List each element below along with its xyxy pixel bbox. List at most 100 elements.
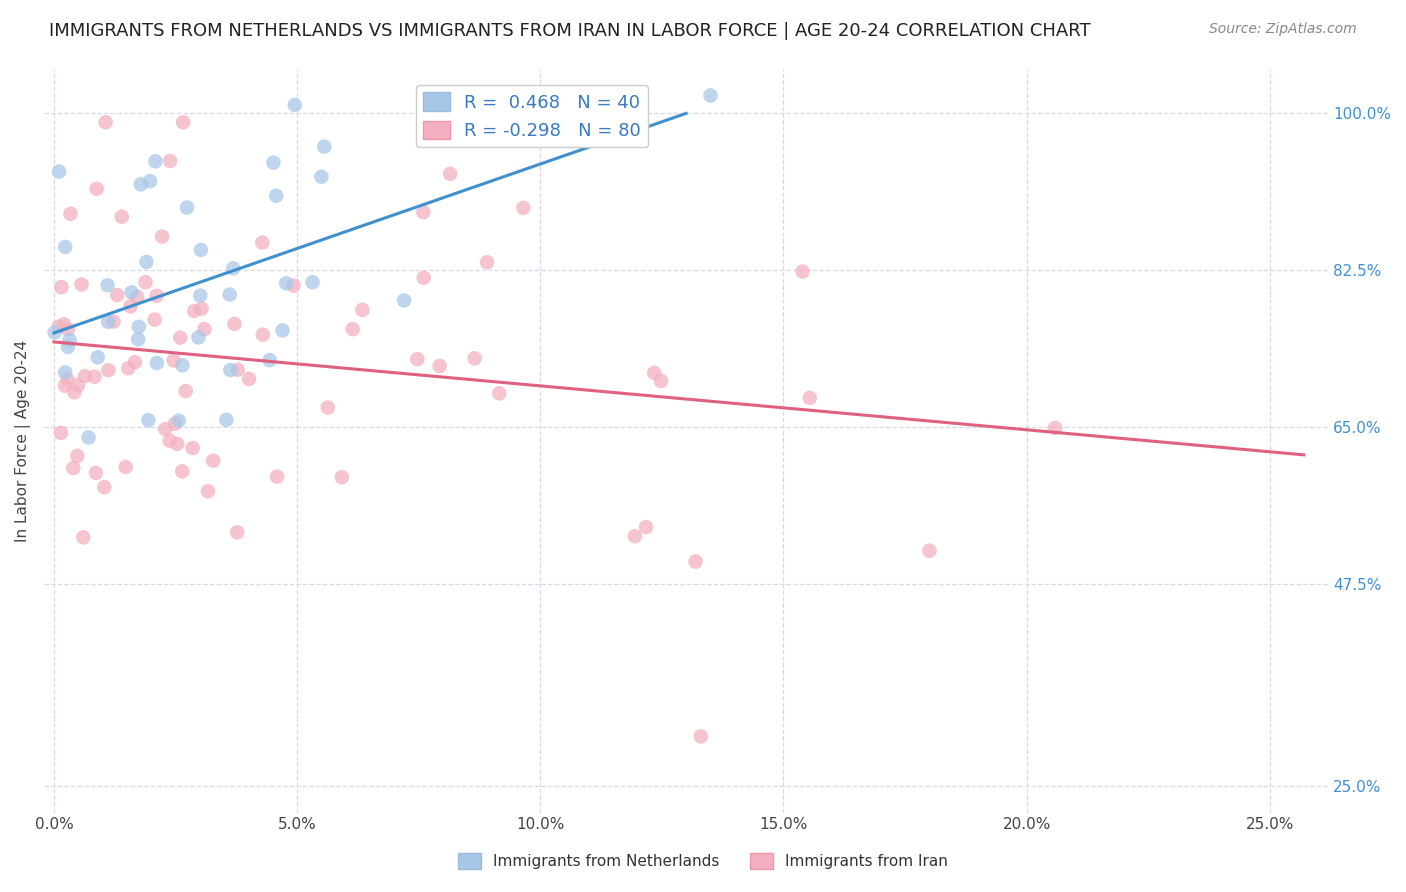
Point — [181, 441, 204, 455]
Point — [127, 332, 149, 346]
Y-axis label: In Labor Force | Age 20-24: In Labor Force | Age 20-24 — [15, 339, 31, 541]
Point — [188, 288, 211, 302]
Point — [167, 414, 190, 428]
Point — [1043, 421, 1066, 435]
Text: Source: ZipAtlas.com: Source: ZipAtlas.com — [1209, 22, 1357, 37]
Point — [271, 323, 294, 337]
Point — [193, 322, 215, 336]
Point — [72, 530, 94, 544]
Point — [475, 255, 498, 269]
Point — [162, 353, 184, 368]
Point — [215, 413, 238, 427]
Point — [83, 369, 105, 384]
Point — [512, 201, 534, 215]
Point — [58, 333, 80, 347]
Point — [792, 264, 814, 278]
Point — [63, 385, 86, 400]
Point — [799, 391, 821, 405]
Point — [53, 240, 76, 254]
Point — [314, 139, 336, 153]
Point — [488, 386, 510, 401]
Point — [84, 466, 107, 480]
Point — [153, 422, 176, 436]
Point — [66, 449, 89, 463]
Point — [139, 174, 162, 188]
Point — [172, 359, 194, 373]
Point — [135, 255, 157, 269]
Legend: Immigrants from Netherlands, Immigrants from Iran: Immigrants from Netherlands, Immigrants … — [451, 847, 955, 875]
Point — [117, 361, 139, 376]
Point — [97, 363, 120, 377]
Point — [276, 277, 298, 291]
Point — [103, 315, 125, 329]
Point — [53, 365, 76, 379]
Point — [222, 261, 245, 276]
Text: IMMIGRANTS FROM NETHERLANDS VS IMMIGRANTS FROM IRAN IN LABOR FORCE | AGE 20-24 C: IMMIGRANTS FROM NETHERLANDS VS IMMIGRANT… — [49, 22, 1091, 40]
Point — [44, 326, 66, 340]
Point — [145, 289, 167, 303]
Point — [120, 299, 142, 313]
Point — [412, 205, 434, 219]
Point — [202, 453, 225, 467]
Point — [429, 359, 451, 373]
Point — [636, 520, 658, 534]
Legend: R =  0.468   N = 40, R = -0.298   N = 80: R = 0.468 N = 40, R = -0.298 N = 80 — [416, 85, 648, 147]
Point — [689, 729, 711, 743]
Point — [197, 484, 219, 499]
Point — [190, 243, 212, 257]
Point — [176, 201, 198, 215]
Point — [94, 115, 117, 129]
Point — [77, 430, 100, 444]
Point — [259, 353, 281, 368]
Point — [96, 278, 118, 293]
Point — [128, 319, 150, 334]
Point — [48, 164, 70, 178]
Point — [330, 470, 353, 484]
Point — [86, 182, 108, 196]
Point — [406, 352, 429, 367]
Point — [183, 304, 205, 318]
Point — [73, 369, 96, 384]
Point — [59, 207, 82, 221]
Point — [266, 469, 288, 483]
Point — [53, 378, 76, 392]
Point — [238, 372, 260, 386]
Point — [138, 413, 160, 427]
Point — [316, 401, 339, 415]
Point — [163, 417, 186, 431]
Point — [129, 178, 152, 192]
Point — [283, 278, 305, 293]
Point — [264, 188, 287, 202]
Point — [56, 372, 79, 386]
Point — [145, 154, 167, 169]
Point — [121, 285, 143, 300]
Point — [150, 229, 173, 244]
Point — [219, 363, 242, 377]
Point — [97, 315, 120, 329]
Point — [93, 480, 115, 494]
Point — [159, 153, 181, 168]
Point — [412, 270, 434, 285]
Point — [252, 327, 274, 342]
Point — [70, 277, 93, 292]
Point — [125, 290, 148, 304]
Point — [624, 529, 647, 543]
Point — [252, 235, 274, 250]
Point — [224, 317, 246, 331]
Point — [342, 322, 364, 336]
Point — [172, 115, 194, 129]
Point — [143, 312, 166, 326]
Point — [56, 340, 79, 354]
Point — [464, 351, 486, 366]
Point — [86, 350, 108, 364]
Point — [699, 88, 721, 103]
Point — [134, 275, 156, 289]
Point — [352, 302, 374, 317]
Point — [124, 355, 146, 369]
Point — [650, 374, 672, 388]
Point — [48, 319, 70, 334]
Point — [311, 169, 333, 184]
Point — [174, 384, 197, 398]
Point — [226, 362, 249, 376]
Point — [66, 378, 89, 392]
